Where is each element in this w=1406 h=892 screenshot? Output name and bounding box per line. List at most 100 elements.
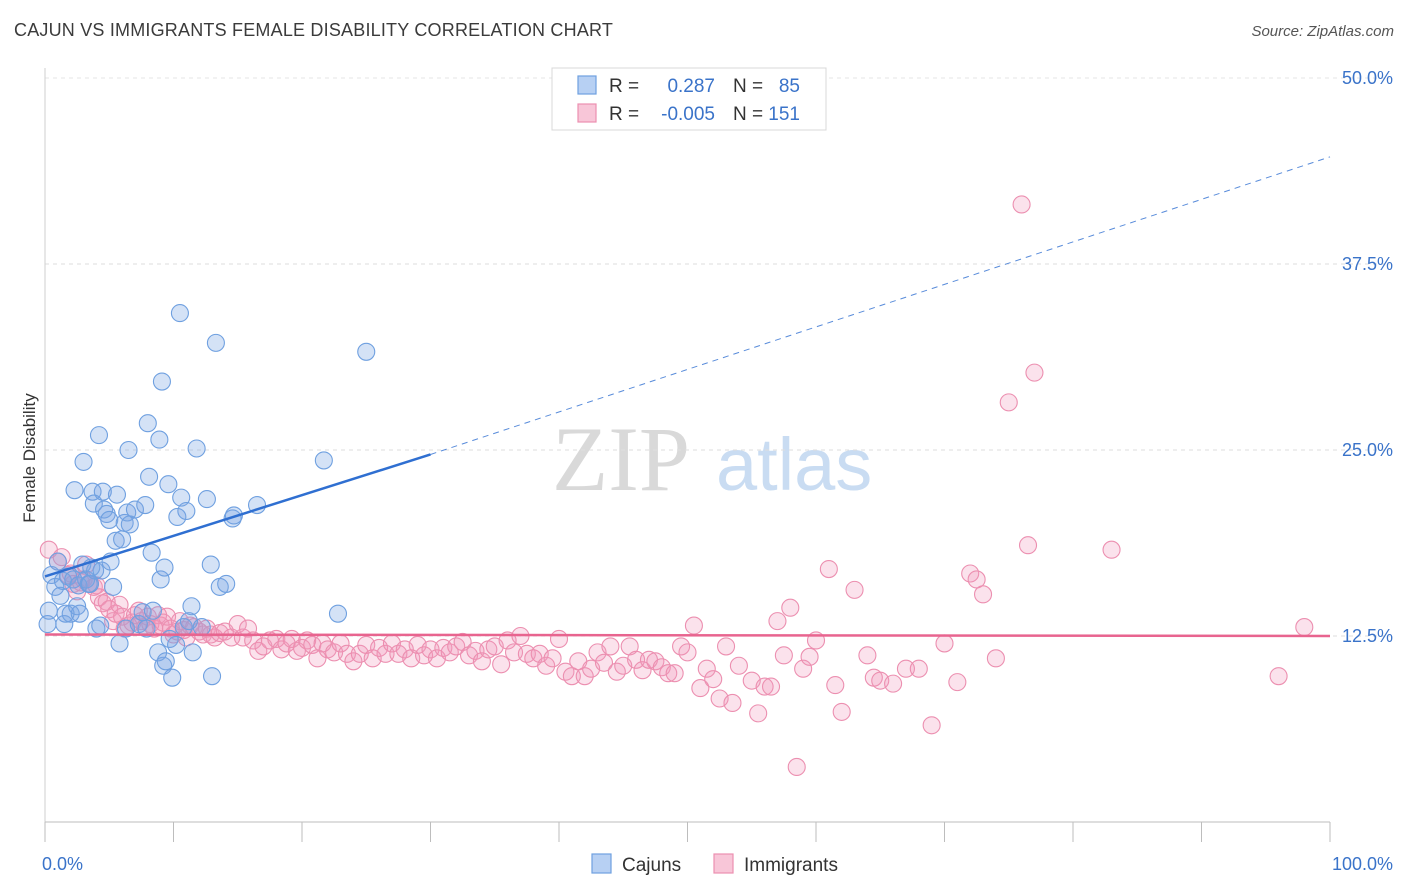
immigrant-point [755,677,774,696]
cajun-point [125,500,144,519]
legend-n-label-1: N = [733,76,763,97]
immigrant-point [896,659,916,678]
immigrant-point [704,670,723,689]
cajun-point [104,577,123,596]
legend-r-label-1: R = [609,76,639,97]
tick-labels: 12.5% 25.0% 37.5% 50.0% 0.0% 100.0% [42,68,1393,874]
correlation-legend: R = 0.287 N = 85 R = -0.005 N = 151 [551,67,827,131]
immigrant-point [1269,667,1288,686]
immigrant-point [376,644,395,663]
cajun-point [206,333,225,352]
immigrant-point [575,667,594,686]
cajun-point [136,496,155,515]
immigrant-point [967,570,986,589]
cajun-point [170,304,189,323]
cajun-point [137,619,156,638]
immigrant-point [935,634,954,653]
immigrant-point [1295,618,1314,637]
immigrant-point [774,646,793,665]
immigrant-point [633,661,652,680]
immigrant-point [716,637,736,656]
immigrant-point [832,702,851,721]
cajun-point [328,604,348,623]
cajun-point [177,501,196,521]
cajun-point [138,414,157,433]
cajuns-swatch [591,853,612,874]
immigrant-point [344,652,363,671]
immigrant-point [909,659,928,678]
axes [44,68,1331,842]
cajun-point [113,530,132,549]
immigrants-legend-label: Immigrants [744,855,838,876]
immigrant-point [472,652,491,671]
immigrant-point [986,649,1005,668]
cajun-point [357,342,376,361]
immigrants-legend-swatch [577,103,597,123]
immigrant-point [973,585,993,604]
cajun-point [217,574,236,593]
cajun-point [86,561,105,580]
cajuns-points [38,304,376,687]
y-tick-label: 25.0% [1342,440,1393,460]
cajun-point [197,490,216,509]
immigrant-point [594,653,614,672]
immigrant-point [723,693,742,713]
immigrant-point [948,673,967,692]
cajun-point [107,485,127,504]
legend-n-value-2: 151 [768,104,800,125]
immigrant-point [1012,195,1031,214]
cajun-point [159,475,178,494]
cajun-point [183,643,202,662]
cajun-point [39,601,58,620]
immigrant-point [729,656,748,675]
immigrant-point [858,646,877,665]
immigrant-point [601,637,620,656]
immigrant-point [110,595,129,614]
immigrant-point [884,674,903,693]
immigrants-trend-line [44,633,1331,638]
cajun-point [48,552,67,571]
immigrant-point [238,619,258,638]
cajun-point [314,451,333,470]
legend-n-label-2: N = [733,104,763,125]
cajun-point [156,652,175,671]
immigrant-point [922,716,941,735]
immigrant-point [678,643,697,662]
legend-r-value-1: 0.287 [667,76,715,97]
cajun-point [74,452,93,471]
cajun-point [100,510,119,529]
cajun-point [155,558,174,577]
cajun-point [192,618,211,637]
cajun-point [152,372,171,391]
immigrant-point [537,656,556,675]
cajun-point [89,426,109,445]
immigrant-point [781,598,800,617]
immigrant-point [627,650,646,669]
cajun-point [223,509,242,528]
cajuns-legend-swatch [577,75,597,95]
trend-lines [44,156,1331,638]
watermark-zip: ZIP [552,408,690,510]
immigrant-point [826,676,845,695]
legend-r-label-2: R = [609,104,639,125]
immigrant-point [761,677,781,696]
immigrant-point [794,659,813,678]
cajun-point [182,597,201,616]
cajun-point [93,482,112,501]
immigrant-point [999,393,1018,412]
immigrant-point [819,559,838,579]
series-legend: Cajuns Immigrants [591,853,838,876]
gridlines [45,77,1390,637]
immigrants-swatch [713,853,734,874]
immigrant-point [697,659,716,678]
legend-r-value-2: -0.005 [661,104,715,125]
immigrant-point [337,644,357,663]
immigrant-point [549,629,569,649]
immigrant-point [228,615,247,634]
x-tick-label: 100.0% [1332,854,1393,874]
cajun-point [187,439,206,458]
cajuns-legend-label: Cajuns [622,855,681,876]
cajun-point [65,481,84,500]
immigrant-point [1018,536,1038,555]
immigrant-point [845,580,864,599]
